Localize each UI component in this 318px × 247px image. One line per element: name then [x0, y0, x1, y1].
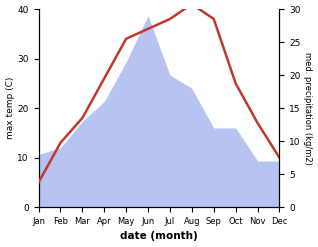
- Y-axis label: med. precipitation (kg/m2): med. precipitation (kg/m2): [303, 52, 313, 165]
- Y-axis label: max temp (C): max temp (C): [5, 77, 15, 139]
- X-axis label: date (month): date (month): [120, 231, 198, 242]
